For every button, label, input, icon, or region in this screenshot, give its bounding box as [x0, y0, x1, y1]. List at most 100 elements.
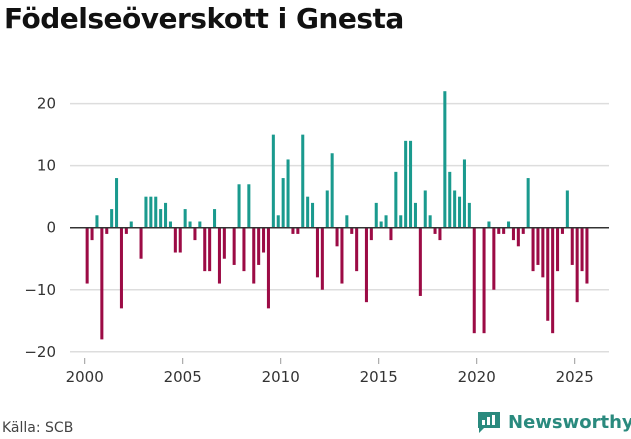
bar [330, 153, 334, 228]
bar [242, 227, 246, 272]
bar [139, 227, 143, 259]
bar [164, 202, 168, 228]
bar [443, 91, 447, 228]
bar [325, 190, 329, 228]
bar [115, 178, 119, 228]
bar [497, 227, 501, 234]
bar [154, 196, 158, 228]
bar [423, 190, 427, 228]
bar [124, 227, 128, 234]
x-tick-label: 2005 [164, 368, 202, 386]
bar [585, 227, 589, 284]
bar [257, 227, 261, 265]
bar [276, 215, 280, 228]
bar [208, 227, 212, 272]
bar [374, 202, 378, 228]
bar [149, 196, 153, 228]
bar [526, 178, 530, 228]
newsworthy-icon [478, 412, 500, 433]
bar [394, 171, 398, 228]
bar [95, 215, 99, 228]
x-axis: 2000 2005 2010 2015 2020 2025 [66, 358, 594, 386]
bar [222, 227, 226, 259]
brand-name: Newsworthy [508, 411, 631, 433]
bar [453, 190, 457, 228]
bar [433, 227, 437, 234]
bar [389, 227, 393, 241]
y-tick-label: −10 [24, 281, 56, 299]
bar [266, 227, 270, 309]
newsworthy-logo: Newsworthy [476, 410, 631, 434]
bar [541, 227, 545, 278]
bar [262, 227, 266, 253]
bar [458, 196, 462, 228]
bar [492, 227, 496, 290]
bar [404, 140, 408, 228]
bar [511, 227, 515, 241]
bar [320, 227, 324, 290]
bar [291, 227, 295, 234]
bar [516, 227, 520, 247]
bar [438, 227, 442, 241]
bar [570, 227, 574, 265]
bar [178, 227, 182, 253]
bars [85, 91, 589, 340]
bar [315, 227, 319, 278]
bar [198, 221, 202, 228]
bar [119, 227, 123, 309]
bar [507, 221, 511, 228]
bar [296, 227, 300, 234]
bar [311, 202, 315, 228]
bar [144, 196, 148, 228]
x-tick-label: 2015 [360, 368, 398, 386]
bar [217, 227, 221, 284]
bar [110, 209, 114, 228]
bar [536, 227, 540, 265]
bar [521, 227, 525, 234]
source-note: Källa: SCB [2, 420, 74, 436]
bar [575, 227, 579, 303]
bar [271, 134, 275, 228]
bar [551, 227, 555, 334]
x-tick-label: 2000 [66, 368, 104, 386]
x-tick-label: 2010 [262, 368, 300, 386]
bar [418, 227, 422, 296]
bar [335, 227, 339, 247]
bar [531, 227, 535, 272]
bar [472, 227, 476, 334]
bar [364, 227, 368, 303]
bar [556, 227, 560, 272]
bar [129, 221, 133, 228]
bar [100, 227, 104, 340]
chart-title: Födelseöverskott i Gnesta [4, 2, 404, 35]
bar [213, 209, 217, 228]
bar [487, 221, 491, 228]
bar [237, 184, 241, 228]
bar [85, 227, 89, 284]
bar [306, 196, 310, 228]
bar [345, 215, 349, 228]
bar [546, 227, 550, 321]
bar [188, 221, 192, 228]
bar [173, 227, 177, 253]
bar [90, 227, 94, 241]
bar [428, 215, 432, 228]
bar [340, 227, 344, 284]
bar [168, 221, 172, 228]
y-tick-label: 20 [37, 95, 56, 113]
bar [448, 171, 452, 228]
bar [105, 227, 109, 234]
bar [384, 215, 388, 228]
bar [482, 227, 486, 334]
gridlines [70, 102, 609, 353]
bar [413, 202, 417, 228]
bar [355, 227, 359, 272]
bar [183, 209, 187, 228]
bar [560, 227, 564, 234]
bar [462, 159, 466, 228]
y-axis: −20 −10 0 10 20 [24, 95, 56, 361]
bar [252, 227, 256, 284]
bar [379, 221, 383, 228]
bar [580, 227, 584, 272]
